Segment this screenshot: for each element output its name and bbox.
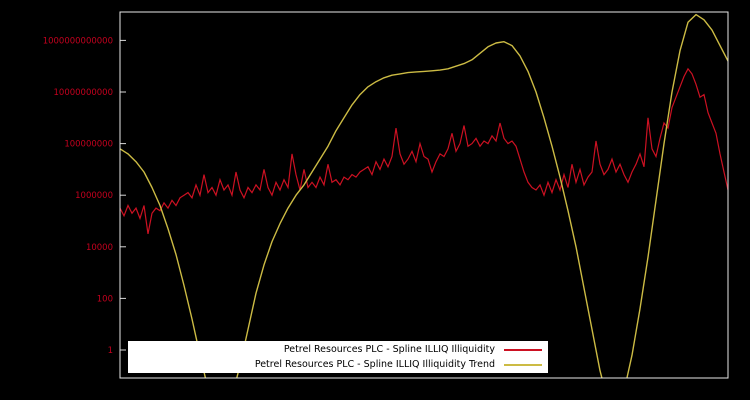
plot-border bbox=[119, 11, 729, 379]
y-tick-label: 1000000000000 bbox=[43, 36, 113, 46]
y-tick-label: 1000000 bbox=[75, 191, 113, 201]
y-tick-label: 10000 bbox=[86, 243, 113, 253]
series-lines bbox=[120, 13, 728, 378]
y-tick-label: 100 bbox=[97, 294, 113, 304]
legend-item-trend: Petrel Resources PLC - Spline ILLIQ Illi… bbox=[134, 358, 542, 372]
legend-line-swatch-trend bbox=[504, 363, 542, 366]
y-tick-label: 10000000000 bbox=[54, 88, 114, 98]
y-axis-ticks: 1000000000000 10000000000 100000000 1000000… bbox=[43, 36, 126, 356]
legend: Petrel Resources PLC - Spline ILLIQ Illi… bbox=[128, 341, 548, 373]
illiquidity-series-line bbox=[120, 67, 728, 235]
legend-item-illiquidity: Petrel Resources PLC - Spline ILLIQ Illi… bbox=[134, 343, 542, 357]
legend-line-swatch-illiquidity bbox=[504, 348, 542, 351]
legend-label-trend: Petrel Resources PLC - Spline ILLIQ Illi… bbox=[254, 359, 495, 370]
trend-series-line bbox=[120, 13, 728, 378]
y-tick-label: 100000000 bbox=[64, 140, 113, 150]
legend-label-illiquidity: Petrel Resources PLC - Spline ILLIQ Illi… bbox=[283, 344, 495, 355]
y-tick-label: 1 bbox=[108, 346, 113, 356]
